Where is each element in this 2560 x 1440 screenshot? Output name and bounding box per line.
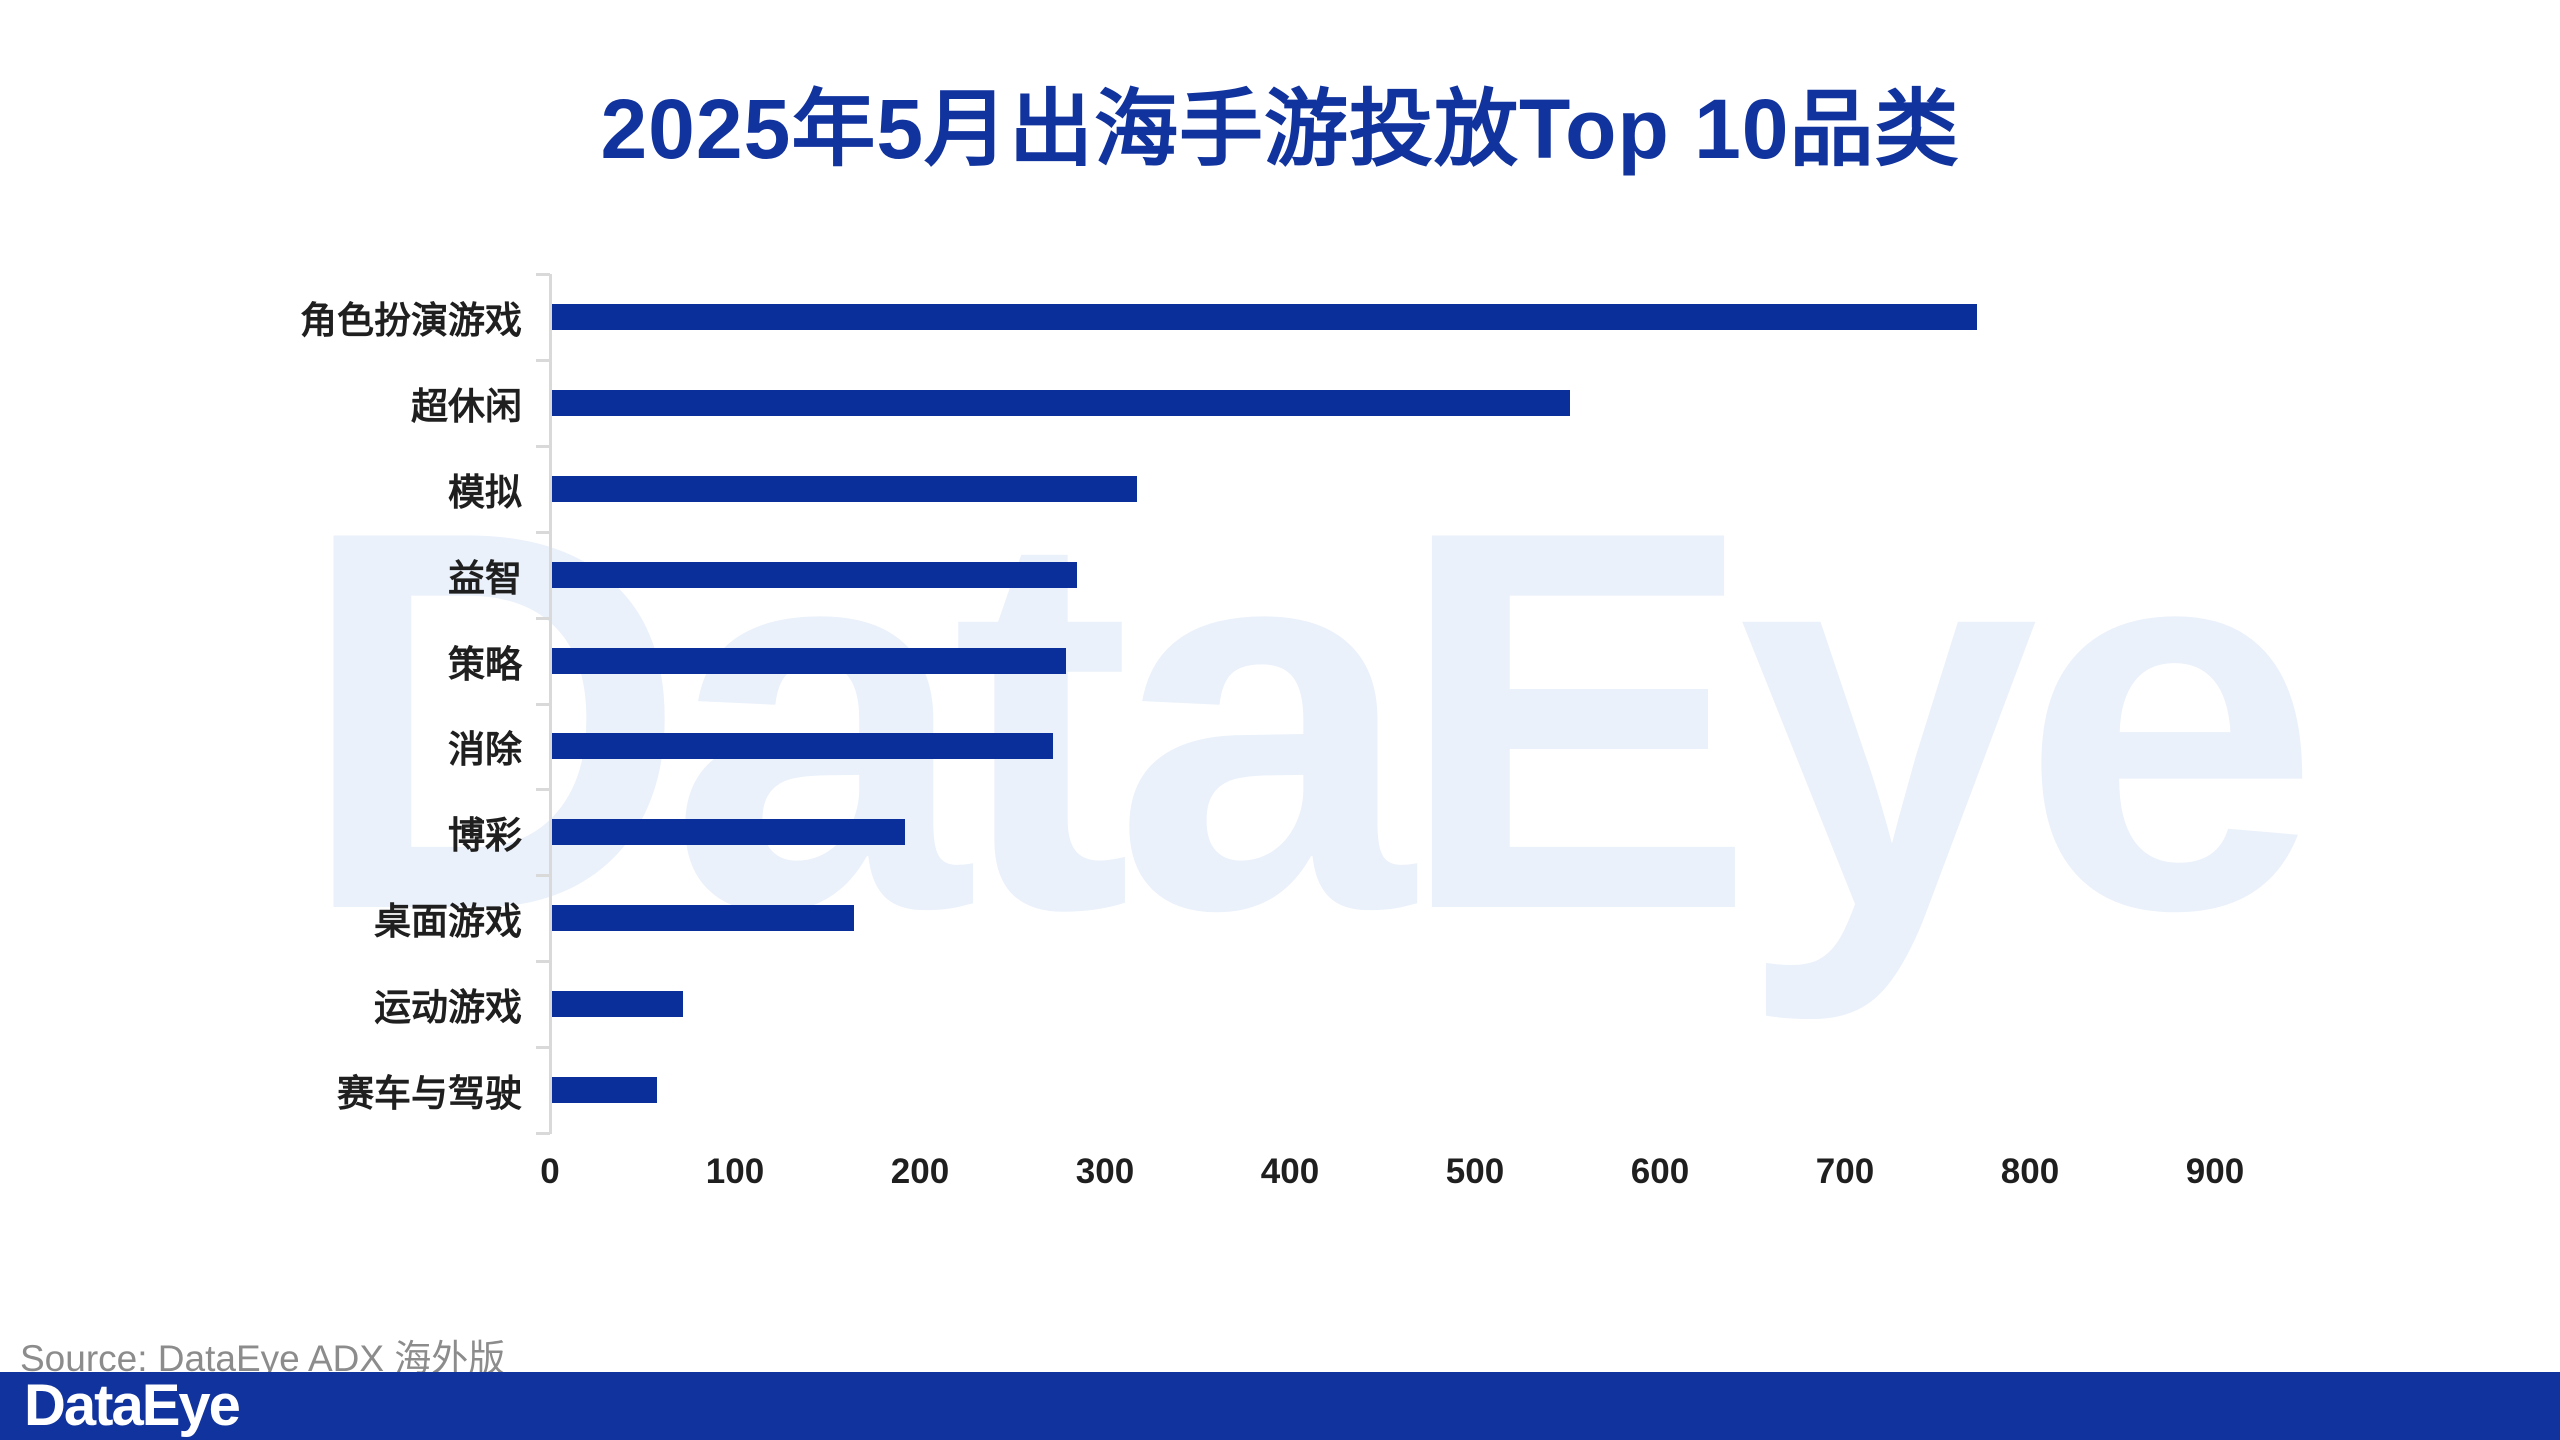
category-label: 超休闲	[411, 385, 522, 427]
axis-tick	[536, 1132, 550, 1135]
category-label: 益智	[448, 557, 522, 599]
bar	[552, 1077, 658, 1104]
bar	[552, 475, 1137, 502]
x-axis-tick-label: 300	[1075, 1152, 1135, 1191]
dataeye-logo: DataEye	[24, 1373, 241, 1438]
bar	[552, 647, 1067, 674]
bar	[552, 733, 1054, 760]
axis-tick	[536, 702, 550, 706]
category-label: 角色扮演游戏	[300, 299, 522, 341]
x-axis-tick-label: 600	[1630, 1152, 1690, 1191]
axis-tick	[536, 273, 550, 276]
category-axis-line	[549, 274, 552, 1134]
x-axis-tick-label: 900	[2185, 1152, 2245, 1191]
axis-tick	[536, 874, 550, 878]
category-label: 博彩	[448, 815, 522, 857]
footer-bar: DataEye	[0, 1372, 2560, 1440]
axis-tick	[536, 616, 550, 620]
x-axis-tick-label: 500	[1445, 1152, 1505, 1191]
category-label: 模拟	[448, 471, 522, 513]
category-label: 消除	[448, 729, 522, 771]
x-axis-tick-label: 400	[1260, 1152, 1320, 1191]
axis-tick	[536, 444, 550, 448]
axis-tick	[536, 530, 550, 534]
bar	[552, 303, 1977, 330]
x-axis-tick-label: 100	[705, 1152, 765, 1191]
bar	[552, 561, 1078, 588]
category-label: 桌面游戏	[374, 901, 522, 943]
page-title: 2025年5月出海手游投放Top 10品类	[600, 82, 1960, 176]
axis-tick	[536, 788, 550, 792]
category-label: 赛车与驾驶	[337, 1073, 522, 1115]
x-axis-tick-label: 700	[1815, 1152, 1875, 1191]
axis-tick	[536, 960, 550, 964]
bar	[552, 991, 684, 1018]
category-label: 运动游戏	[374, 987, 522, 1029]
category-label: 策略	[448, 643, 522, 685]
x-axis-tick-label: 800	[2000, 1152, 2060, 1191]
x-axis-tick-label: 0	[540, 1152, 560, 1191]
axis-tick	[536, 1046, 550, 1050]
x-axis-tick-label: 200	[890, 1152, 950, 1191]
bar	[552, 905, 854, 932]
bar	[552, 389, 1570, 416]
axis-tick	[536, 358, 550, 362]
bar	[552, 819, 906, 846]
